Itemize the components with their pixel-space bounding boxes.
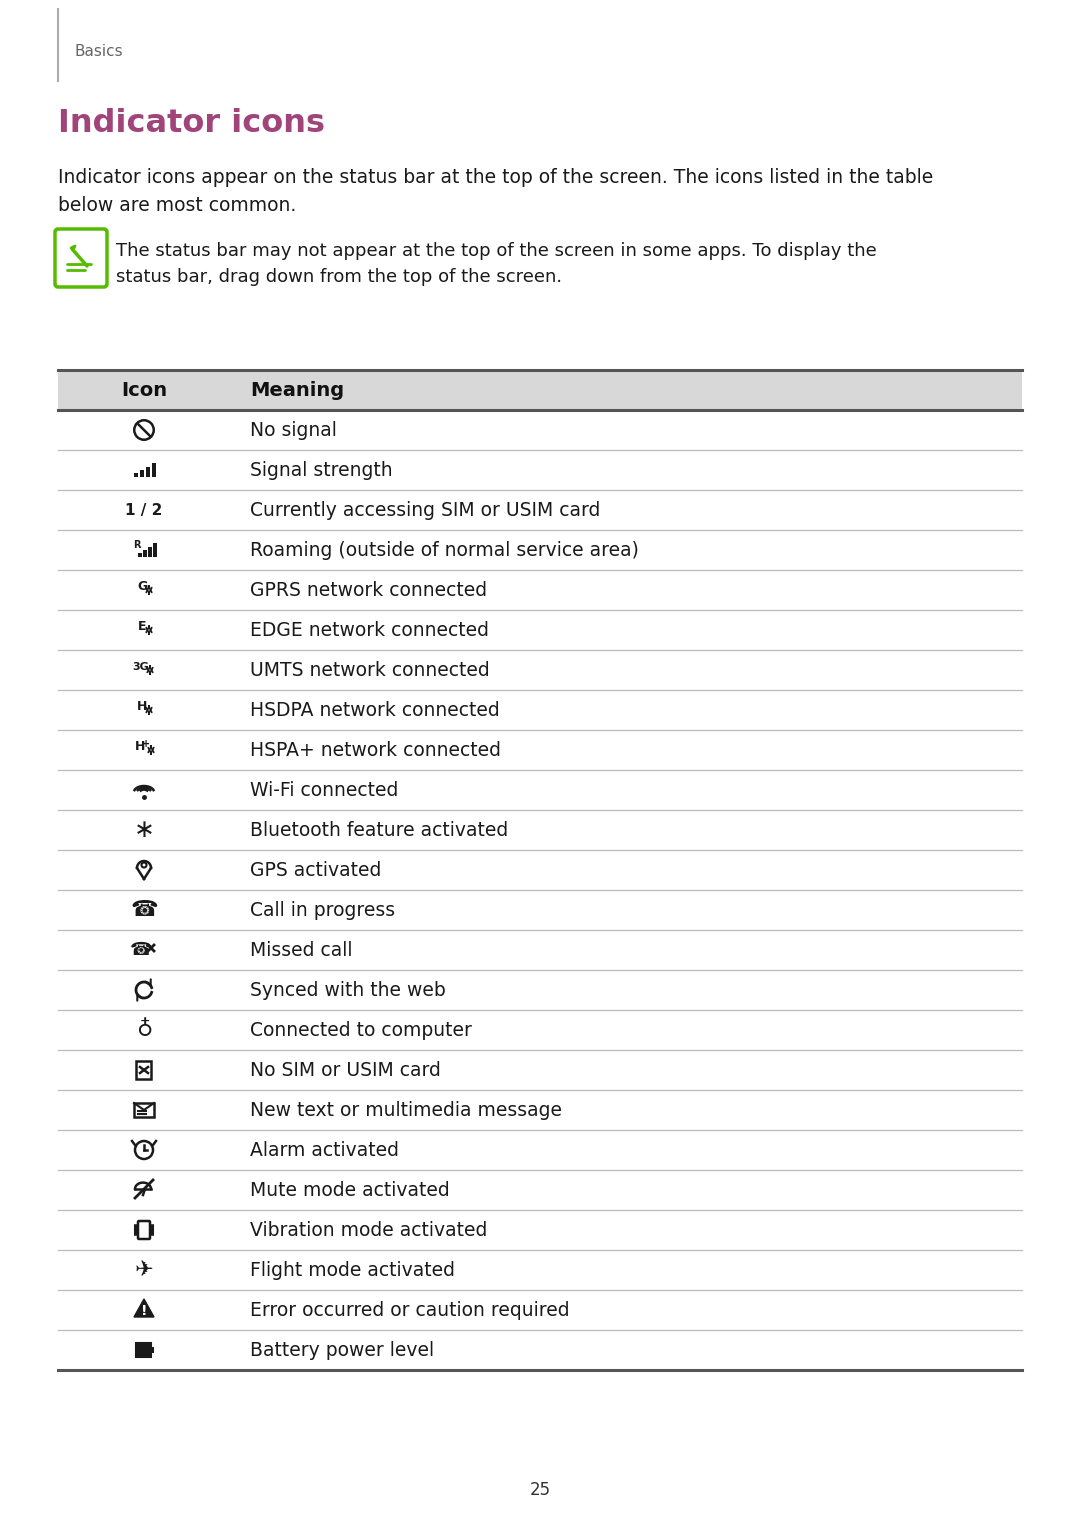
- Text: Signal strength: Signal strength: [249, 461, 393, 479]
- Text: Connected to computer: Connected to computer: [249, 1020, 472, 1040]
- Text: R: R: [133, 541, 140, 550]
- Bar: [153, 544, 157, 557]
- Text: Alarm activated: Alarm activated: [249, 1141, 399, 1159]
- Text: below are most common.: below are most common.: [58, 195, 296, 215]
- Text: 1 / 2: 1 / 2: [125, 502, 163, 518]
- Text: ✈: ✈: [135, 1260, 153, 1280]
- Text: ☎: ☎: [130, 941, 152, 959]
- Text: Indicator icons: Indicator icons: [58, 108, 325, 139]
- Text: !: !: [140, 1304, 147, 1318]
- Text: HSPA+ network connected: HSPA+ network connected: [249, 741, 501, 759]
- Text: HSDPA network connected: HSDPA network connected: [249, 701, 500, 719]
- FancyBboxPatch shape: [151, 1347, 154, 1353]
- Text: Call in progress: Call in progress: [249, 901, 395, 919]
- Text: EDGE network connected: EDGE network connected: [249, 620, 489, 640]
- Text: The status bar may not appear at the top of the screen in some apps. To display : The status bar may not appear at the top…: [116, 241, 877, 260]
- Text: Indicator icons appear on the status bar at the top of the screen. The icons lis: Indicator icons appear on the status bar…: [58, 168, 933, 186]
- Text: Vibration mode activated: Vibration mode activated: [249, 1220, 487, 1240]
- Text: 25: 25: [529, 1481, 551, 1500]
- Text: Synced with the web: Synced with the web: [249, 980, 446, 1000]
- Text: Icon: Icon: [121, 380, 167, 400]
- Text: ♁: ♁: [136, 1020, 152, 1040]
- Text: Basics: Basics: [75, 44, 123, 60]
- Text: H: H: [137, 701, 147, 713]
- Bar: [152, 463, 156, 476]
- Text: New text or multimedia message: New text or multimedia message: [249, 1101, 562, 1119]
- Text: H: H: [135, 741, 145, 753]
- Text: ∗: ∗: [134, 818, 154, 841]
- Text: +: +: [141, 739, 150, 750]
- Bar: [143, 550, 147, 557]
- Text: Bluetooth feature activated: Bluetooth feature activated: [249, 820, 509, 840]
- FancyBboxPatch shape: [136, 1344, 151, 1358]
- Text: status bar, drag down from the top of the screen.: status bar, drag down from the top of th…: [116, 269, 562, 286]
- FancyBboxPatch shape: [55, 229, 107, 287]
- Text: Roaming (outside of normal service area): Roaming (outside of normal service area): [249, 541, 639, 559]
- Text: Battery power level: Battery power level: [249, 1341, 434, 1359]
- Text: 3G: 3G: [133, 663, 149, 672]
- Text: Error occurred or caution required: Error occurred or caution required: [249, 1301, 569, 1319]
- Bar: [146, 467, 150, 476]
- Bar: [148, 547, 152, 557]
- Text: Missed call: Missed call: [249, 941, 352, 959]
- Text: GPS activated: GPS activated: [249, 861, 381, 880]
- Bar: [140, 470, 144, 476]
- Bar: [134, 473, 138, 476]
- Text: Currently accessing SIM or USIM card: Currently accessing SIM or USIM card: [249, 501, 600, 519]
- Text: G: G: [137, 580, 147, 594]
- Text: UMTS network connected: UMTS network connected: [249, 661, 489, 680]
- Text: Flight mode activated: Flight mode activated: [249, 1260, 455, 1280]
- Text: ☎: ☎: [130, 899, 158, 919]
- Text: GPRS network connected: GPRS network connected: [249, 580, 487, 600]
- Polygon shape: [134, 1299, 154, 1316]
- Text: No signal: No signal: [249, 420, 337, 440]
- Bar: [58, 370, 1022, 411]
- Text: Wi-Fi connected: Wi-Fi connected: [249, 780, 399, 800]
- Text: E: E: [138, 620, 146, 634]
- Bar: [138, 553, 141, 557]
- Text: No SIM or USIM card: No SIM or USIM card: [249, 1060, 441, 1080]
- Text: Meaning: Meaning: [249, 380, 345, 400]
- Text: Mute mode activated: Mute mode activated: [249, 1180, 449, 1200]
